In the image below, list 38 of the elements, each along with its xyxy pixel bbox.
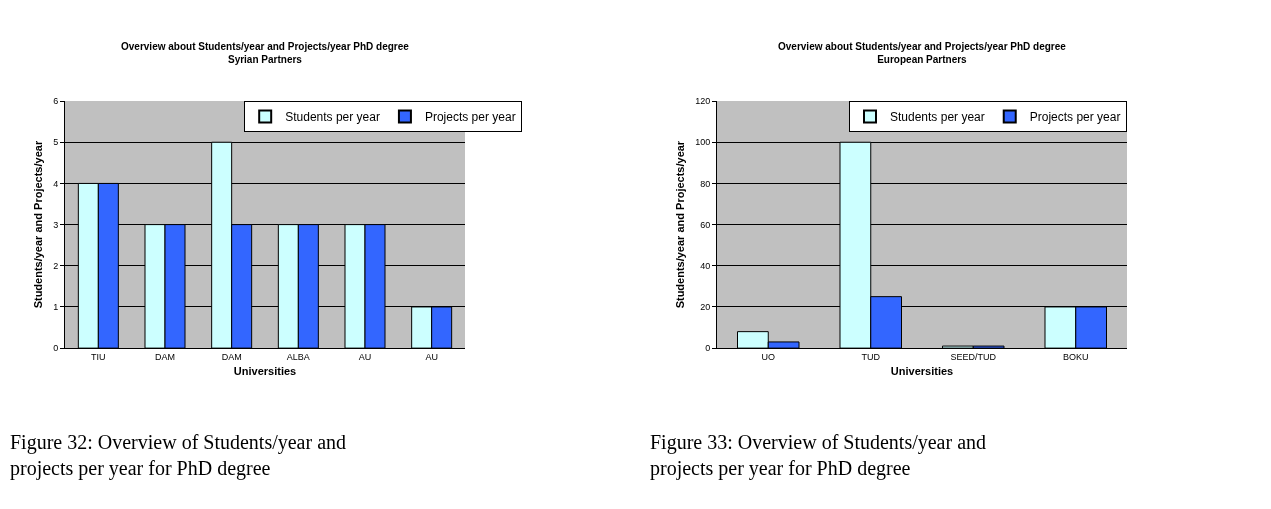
- y-axis-title: Students/year and Projects/year: [673, 140, 686, 309]
- y-tick-label: 5: [53, 137, 59, 148]
- caption: Figure 33: Overview of Students/year and projects per year for PhD degree: [650, 431, 987, 480]
- x-tick-label: UO: [761, 351, 775, 362]
- x-tick-label: ALBA: [286, 351, 310, 362]
- y-tick-label: 80: [700, 178, 711, 189]
- x-axis-title: Universities: [890, 365, 954, 378]
- y-tick-label: 120: [695, 96, 711, 107]
- x-tick-label: BOKU: [1062, 351, 1089, 362]
- x-tick-label: TUD: [861, 351, 881, 362]
- y-axis-title: Students/year and Projects/year: [31, 140, 44, 309]
- legend-label: Students per year: [890, 110, 985, 125]
- chart-subtitle: European Partners: [877, 54, 968, 65]
- chart-title: Overview about Students/year and Projects/year PhD degree: [121, 41, 410, 52]
- x-tick-label: SEED/TUD: [950, 351, 997, 362]
- y-tick-label: 0: [53, 343, 59, 354]
- chart-title: Overview about Students/year and Projects/year PhD degree: [778, 41, 1067, 52]
- y-tick-label: 100: [695, 137, 711, 148]
- y-tick-label: 20: [700, 302, 711, 313]
- x-tick-label: AU: [358, 351, 372, 362]
- x-tick-label: AU: [425, 351, 438, 362]
- y-tick-label: 40: [700, 260, 711, 271]
- caption: Figure 32: Overview of Students/year and projects per year for PhD degree: [10, 431, 347, 480]
- y-tick-label: 4: [53, 178, 59, 189]
- legend-label: Projects per year: [1029, 110, 1121, 125]
- y-tick-label: 2: [53, 260, 59, 271]
- chart-subtitle: Syrian Partners: [227, 54, 303, 65]
- y-tick-label: 6: [53, 96, 59, 107]
- y-tick-label: 1: [53, 302, 59, 313]
- y-tick-label: 0: [705, 343, 711, 354]
- y-tick-label: 60: [700, 219, 711, 230]
- legend-label: Projects per year: [424, 110, 516, 125]
- x-tick-label: DAM: [155, 351, 175, 362]
- x-axis-title: Universities: [233, 365, 297, 378]
- y-tick-label: 3: [53, 219, 59, 230]
- x-tick-label: TIU: [91, 351, 106, 362]
- x-tick-label: DAM: [221, 351, 242, 362]
- legend-label: Students per year: [285, 110, 380, 125]
